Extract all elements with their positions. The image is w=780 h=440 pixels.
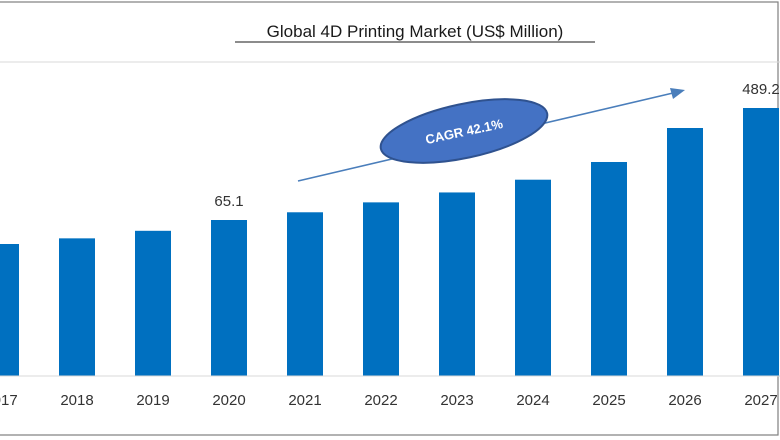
x-tick-2027: 2027	[744, 392, 777, 409]
bar-2018	[59, 238, 95, 376]
bar-2027	[743, 108, 779, 376]
data-labels: 65.1 489.2	[214, 81, 779, 210]
bar-2024	[515, 179, 551, 376]
x-tick-2020: 2020	[212, 392, 245, 409]
x-tick-2022: 2022	[364, 392, 397, 409]
x-tick-2025: 2025	[592, 392, 625, 409]
data-label-2020: 65.1	[214, 193, 243, 210]
data-label-2027: 489.2	[742, 81, 780, 98]
x-tick-2021: 2021	[288, 392, 321, 409]
x-tick-2024: 2024	[516, 392, 549, 409]
bar-2021	[287, 212, 323, 376]
x-tick-2026: 2026	[668, 392, 701, 409]
x-tick-2018: 2018	[60, 392, 93, 409]
bars-group	[0, 108, 779, 376]
chart-title: Global 4D Printing Market (US$ Million)	[267, 22, 564, 41]
bar-2017	[0, 244, 19, 376]
bar-2020	[211, 220, 247, 376]
bar-2026	[667, 128, 703, 376]
x-tick-2023: 2023	[440, 392, 473, 409]
x-tick-labels: 2017 2018 2019 2020 2021 2022 2023 2024 2025 2026…	[0, 392, 778, 409]
cagr-arrow-head	[670, 88, 685, 99]
bar-2023	[439, 192, 475, 376]
x-tick-2019: 2019	[136, 392, 169, 409]
x-tick-2017: 2017	[0, 392, 18, 409]
bar-2022	[363, 202, 399, 376]
bar-2025	[591, 161, 627, 376]
bar-2019	[135, 230, 171, 376]
cagr-ellipse	[379, 98, 549, 164]
